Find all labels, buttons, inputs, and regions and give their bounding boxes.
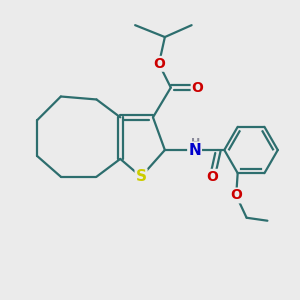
Text: O: O [153, 57, 165, 71]
Text: O: O [230, 188, 242, 203]
Text: H: H [191, 139, 201, 148]
Text: O: O [206, 170, 218, 184]
Text: N: N [188, 142, 201, 158]
Text: S: S [136, 169, 147, 184]
Text: O: O [192, 81, 203, 94]
